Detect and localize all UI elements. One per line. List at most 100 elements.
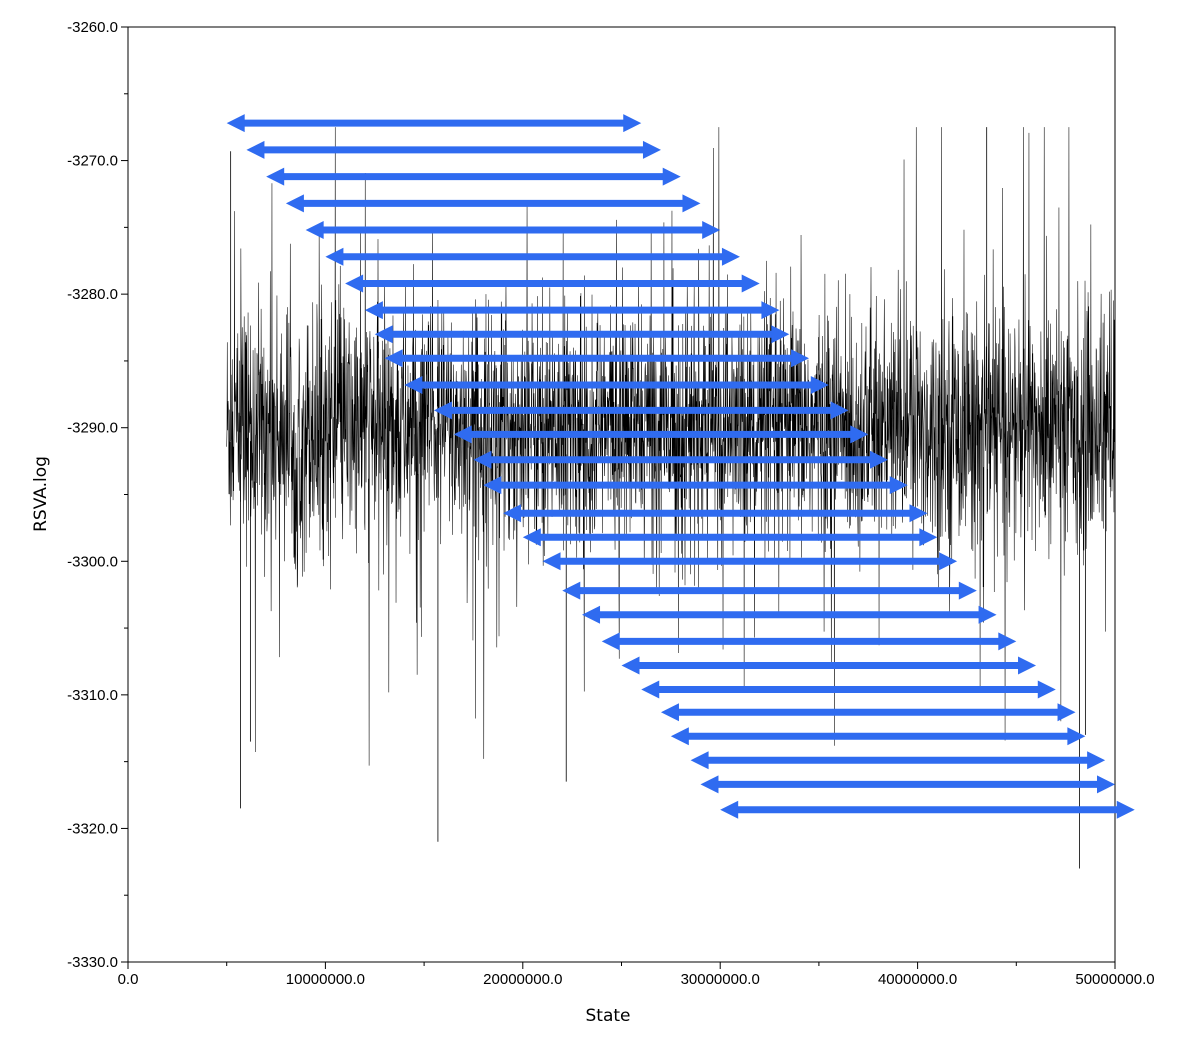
window-arrow: [473, 450, 888, 469]
window-arrow-right-head: [1087, 751, 1106, 770]
window-arrow: [601, 632, 1017, 651]
window-arrow-left-head: [325, 247, 344, 266]
mcmc-trace: [226, 127, 1115, 869]
window-arrow-left-head: [720, 800, 739, 819]
window-arrow: [720, 800, 1135, 819]
window-arrow: [453, 425, 869, 444]
window-arrow: [660, 703, 1076, 722]
window-arrow-left-head: [305, 221, 324, 240]
window-arrow-right-head: [721, 247, 740, 266]
window-arrow-left-head: [582, 605, 601, 624]
y-tick-label: -3270.0: [67, 153, 118, 170]
window-arrow-left-head: [542, 552, 561, 571]
y-tick-label: -3290.0: [67, 420, 118, 437]
window-arrow-right-head: [810, 375, 829, 394]
y-tick-label: -3260.0: [67, 19, 118, 36]
window-arrow: [670, 727, 1086, 746]
window-arrow-right-head: [939, 552, 958, 571]
window-arrow-right-head: [1057, 703, 1076, 722]
window-arrow: [542, 552, 958, 571]
window-arrow: [266, 167, 681, 186]
x-tick-label: 40000000.0: [878, 971, 957, 988]
window-arrow-left-head: [503, 504, 522, 523]
x-tick-label: 20000000.0: [483, 971, 562, 988]
window-arrow-right-head: [909, 504, 928, 523]
window-arrow-right-head: [771, 325, 790, 344]
window-arrow-left-head: [453, 425, 472, 444]
window-arrow-left-head: [621, 656, 640, 675]
window-arrow: [305, 221, 721, 240]
window-arrow-right-head: [1018, 656, 1037, 675]
window-arrow-left-head: [345, 274, 364, 293]
window-arrow-right-head: [741, 274, 760, 293]
window-arrow-right-head: [642, 140, 661, 159]
window-arrows: [226, 114, 1135, 819]
window-arrow: [325, 247, 740, 266]
window-arrow-left-head: [285, 194, 304, 213]
window-arrow: [621, 656, 1037, 675]
window-arrow-right-head: [889, 476, 908, 495]
window-arrow: [503, 504, 928, 523]
window-arrow-left-head: [641, 680, 660, 699]
window-arrow: [582, 605, 997, 624]
window-arrow-right-head: [761, 301, 780, 320]
window-arrow: [433, 401, 849, 420]
window-arrow-left-head: [364, 301, 383, 320]
window-arrow-left-head: [562, 581, 581, 600]
window-arrow: [374, 325, 790, 344]
window-arrow-right-head: [1097, 775, 1115, 794]
y-tick-label: -3320.0: [67, 820, 118, 837]
window-arrow-left-head: [404, 375, 423, 394]
window-arrow-left-head: [483, 476, 502, 495]
y-tick-label: -3310.0: [67, 687, 118, 704]
window-arrow-right-head: [958, 581, 977, 600]
window-arrow-left-head: [246, 140, 265, 159]
x-tick-label: 0.0: [118, 971, 139, 988]
window-arrow-left-head: [374, 325, 393, 344]
window-arrow: [246, 140, 661, 159]
x-axis-title: State: [586, 1006, 631, 1026]
y-tick-label: -3300.0: [67, 553, 118, 570]
window-arrow-left-head: [660, 703, 679, 722]
window-arrow-right-head: [998, 632, 1017, 651]
y-tick-label: -3330.0: [67, 954, 118, 971]
window-arrow-right-head: [1037, 680, 1056, 699]
window-arrow-left-head: [433, 401, 452, 420]
window-arrow: [690, 751, 1106, 770]
window-arrow: [285, 194, 701, 213]
x-tick-label: 50000000.0: [1075, 971, 1154, 988]
window-arrow-right-head: [623, 114, 642, 133]
window-arrow-left-head: [473, 450, 492, 469]
window-arrow: [562, 581, 977, 600]
x-axis: 0.0 10000000.0 20000000.0 30000000.0 4000000…: [118, 962, 1155, 988]
window-arrow-left-head: [700, 775, 719, 794]
window-arrow-left-head: [601, 632, 620, 651]
window-arrow: [641, 680, 1056, 699]
x-tick-label: 10000000.0: [286, 971, 365, 988]
window-arrow-left-head: [266, 167, 285, 186]
window-arrow-left-head: [226, 114, 245, 133]
window-arrow-right-head: [791, 349, 810, 368]
window-arrow-right-head: [662, 167, 681, 186]
window-arrow-left-head: [690, 751, 709, 770]
window-arrow-right-head: [682, 194, 701, 213]
window-arrow: [404, 375, 829, 394]
window-arrow: [384, 349, 810, 368]
y-axis-title: RSVA.log: [31, 456, 51, 532]
window-arrow-right-head: [1067, 727, 1086, 746]
y-axis: -3260.0 -3270.0 -3280.0 -3290.0 -3300.0 -3310…: [67, 19, 128, 971]
window-arrow: [483, 476, 908, 495]
window-arrow-right-head: [702, 221, 721, 240]
window-arrow: [364, 301, 780, 320]
window-arrow-right-head: [1116, 800, 1135, 819]
window-arrow-left-head: [670, 727, 689, 746]
window-arrow: [700, 775, 1115, 794]
y-tick-label: -3280.0: [67, 286, 118, 303]
window-arrow-right-head: [869, 450, 888, 469]
window-arrow: [345, 274, 760, 293]
window-arrow: [522, 528, 938, 547]
window-arrow-right-head: [830, 401, 849, 420]
window-arrow: [226, 114, 642, 133]
